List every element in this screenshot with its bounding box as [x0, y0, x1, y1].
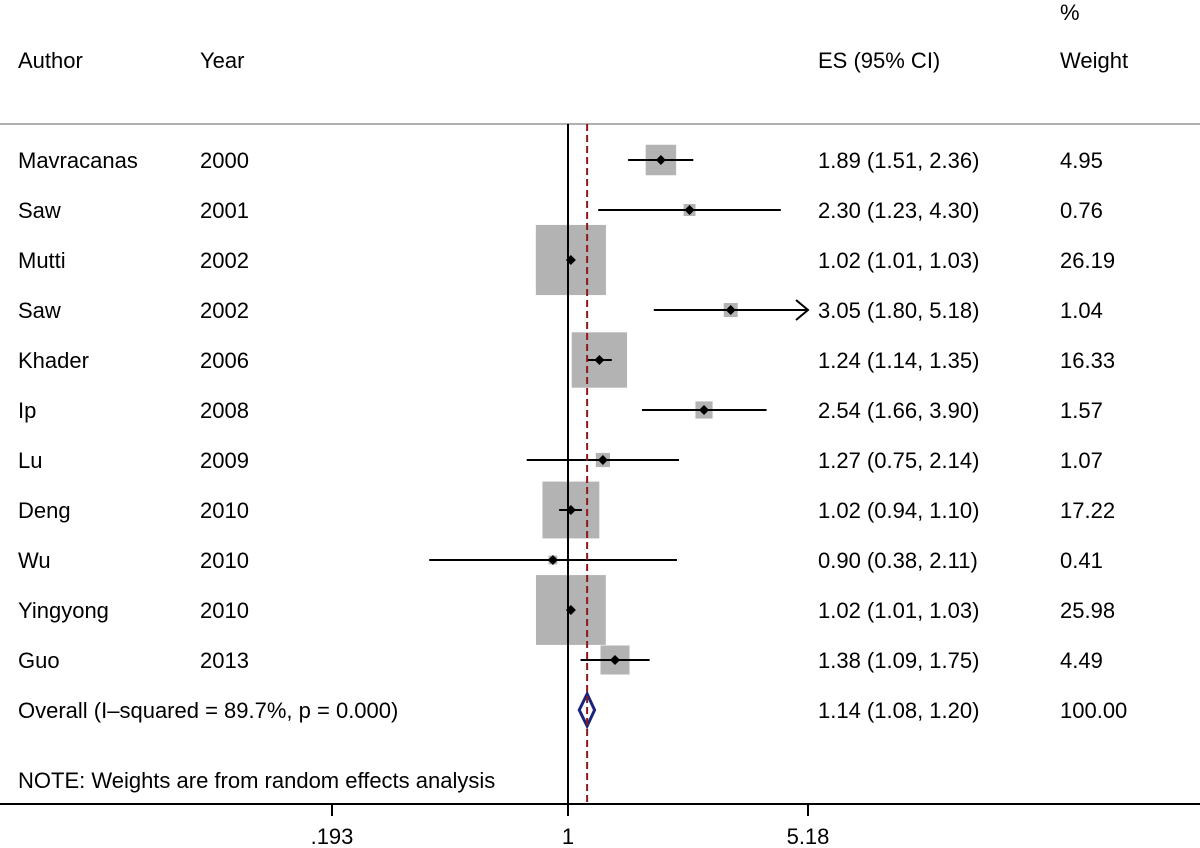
x-tick-label: 1	[562, 824, 574, 848]
study-es-ci: 1.02 (1.01, 1.03)	[818, 598, 979, 623]
study-year: 2001	[200, 198, 249, 223]
study-es-ci: 1.38 (1.09, 1.75)	[818, 648, 979, 673]
study-row: Ip 2008 2.54 (1.66, 3.90) 1.57	[18, 398, 1103, 423]
study-year: 2010	[200, 498, 249, 523]
study-author: Mavracanas	[18, 148, 138, 173]
study-weight: 16.33	[1060, 348, 1115, 373]
study-author: Wu	[18, 548, 51, 573]
point-estimate	[684, 205, 695, 215]
study-weight: 26.19	[1060, 248, 1115, 273]
study-weight: 25.98	[1060, 598, 1115, 623]
point-estimate	[699, 405, 710, 415]
study-year: 2002	[200, 298, 249, 323]
header-author: Author	[18, 48, 83, 73]
study-row: Saw 2002 3.05 (1.80, 5.18) 1.04	[18, 298, 1103, 323]
study-es-ci: 1.27 (0.75, 2.14)	[818, 448, 979, 473]
point-estimate	[594, 355, 605, 365]
study-row: Wu 2010 0.90 (0.38, 2.11) 0.41	[18, 548, 1103, 573]
study-author: Deng	[18, 498, 71, 523]
study-author: Mutti	[18, 248, 66, 273]
study-weight: 4.95	[1060, 148, 1103, 173]
study-weight: 0.41	[1060, 548, 1103, 573]
point-estimate	[725, 305, 736, 315]
point-estimate	[547, 555, 558, 565]
study-es-ci: 1.24 (1.14, 1.35)	[818, 348, 979, 373]
x-tick-label: 5.18	[787, 824, 830, 848]
header-es-ci: ES (95% CI)	[818, 48, 940, 73]
study-year: 2006	[200, 348, 249, 373]
study-row: Yingyong 2010 1.02 (1.01, 1.03) 25.98	[18, 575, 1115, 645]
study-es-ci: 1.02 (1.01, 1.03)	[818, 248, 979, 273]
study-author: Yingyong	[18, 598, 109, 623]
study-weight: 0.76	[1060, 198, 1103, 223]
overall-es-ci: 1.14 (1.08, 1.20)	[818, 698, 979, 723]
study-year: 2009	[200, 448, 249, 473]
study-year: 2008	[200, 398, 249, 423]
study-es-ci: 2.30 (1.23, 4.30)	[818, 198, 979, 223]
study-es-ci: 3.05 (1.80, 5.18)	[818, 298, 979, 323]
study-author: Ip	[18, 398, 36, 423]
study-row: Saw 2001 2.30 (1.23, 4.30) 0.76	[18, 198, 1103, 223]
point-estimate	[597, 455, 608, 465]
study-row: Lu 2009 1.27 (0.75, 2.14) 1.07	[18, 448, 1103, 473]
study-author: Lu	[18, 448, 42, 473]
study-author: Saw	[18, 198, 61, 223]
study-row: Mavracanas 2000 1.89 (1.51, 2.36) 4.95	[18, 144, 1103, 176]
study-es-ci: 0.90 (0.38, 2.11)	[818, 548, 978, 573]
header-weight: Weight	[1060, 48, 1128, 73]
x-axis-ticks: .193 1 5.18	[311, 804, 830, 848]
study-weight: 1.57	[1060, 398, 1103, 423]
ci-arrow	[795, 299, 810, 321]
study-author: Saw	[18, 298, 61, 323]
study-es-ci: 1.02 (0.94, 1.10)	[818, 498, 979, 523]
study-rows: Mavracanas 2000 1.89 (1.51, 2.36) 4.95 Saw 20…	[18, 144, 1127, 730]
study-year: 2010	[200, 598, 249, 623]
study-weight: 1.04	[1060, 298, 1103, 323]
header-year: Year	[200, 48, 244, 73]
study-weight: 17.22	[1060, 498, 1115, 523]
study-author: Khader	[18, 348, 89, 373]
study-row: Guo 2013 1.38 (1.09, 1.75) 4.49	[18, 645, 1103, 675]
footnote: NOTE: Weights are from random effects an…	[18, 768, 495, 793]
study-year: 2000	[200, 148, 249, 173]
study-author: Guo	[18, 648, 60, 673]
study-es-ci: 2.54 (1.66, 3.90)	[818, 398, 979, 423]
study-row: Deng 2010 1.02 (0.94, 1.10) 17.22	[18, 481, 1115, 539]
overall-label: Overall (I–squared = 89.7%, p = 0.000)	[18, 698, 398, 723]
x-tick-label: .193	[311, 824, 354, 848]
study-year: 2013	[200, 648, 249, 673]
overall-row: Overall (I–squared = 89.7%, p = 0.000) 1.…	[18, 690, 1127, 730]
study-row: Khader 2006 1.24 (1.14, 1.35) 16.33	[18, 332, 1115, 388]
header-weight-percent: %	[1060, 0, 1080, 25]
point-estimate	[655, 155, 666, 165]
study-weight: 1.07	[1060, 448, 1103, 473]
study-es-ci: 1.89 (1.51, 2.36)	[818, 148, 979, 173]
point-estimate	[609, 655, 620, 665]
study-year: 2002	[200, 248, 249, 273]
overall-weight: 100.00	[1060, 698, 1127, 723]
study-year: 2010	[200, 548, 249, 573]
study-row: Mutti 2002 1.02 (1.01, 1.03) 26.19	[18, 224, 1115, 296]
study-weight: 4.49	[1060, 648, 1103, 673]
